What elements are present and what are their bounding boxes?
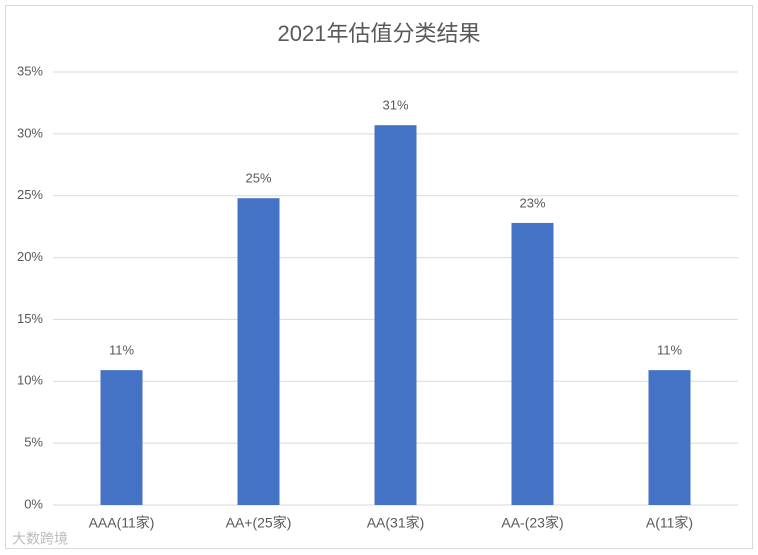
x-tick-label: AAA(11家) xyxy=(89,515,155,531)
data-label: 11% xyxy=(657,343,682,358)
bar xyxy=(648,370,691,505)
y-tick-label: 10% xyxy=(17,373,43,388)
x-tick-label: AA(31家) xyxy=(367,515,425,531)
y-tick-label: 0% xyxy=(24,496,43,511)
y-tick-label: 20% xyxy=(17,249,43,264)
y-tick-label: 5% xyxy=(24,435,43,450)
watermark: 大数跨境 xyxy=(12,531,68,547)
x-tick-label: AA+(25家) xyxy=(226,515,292,531)
chart-title: 2021年估值分类结果 xyxy=(278,21,481,46)
y-tick-label: 35% xyxy=(17,63,43,78)
x-tick-label: A(11家) xyxy=(646,515,693,531)
data-label: 25% xyxy=(245,171,271,186)
bar xyxy=(511,222,554,505)
bar xyxy=(237,198,280,505)
x-tick-label: AA-(23家) xyxy=(501,515,563,531)
bar xyxy=(100,370,143,505)
y-tick-label: 15% xyxy=(17,311,43,326)
data-label: 23% xyxy=(519,195,545,210)
y-tick-label: 25% xyxy=(17,187,43,202)
data-label: 11% xyxy=(109,343,134,358)
data-label: 31% xyxy=(382,98,408,113)
y-tick-label: 30% xyxy=(17,125,43,140)
bar xyxy=(374,125,417,505)
